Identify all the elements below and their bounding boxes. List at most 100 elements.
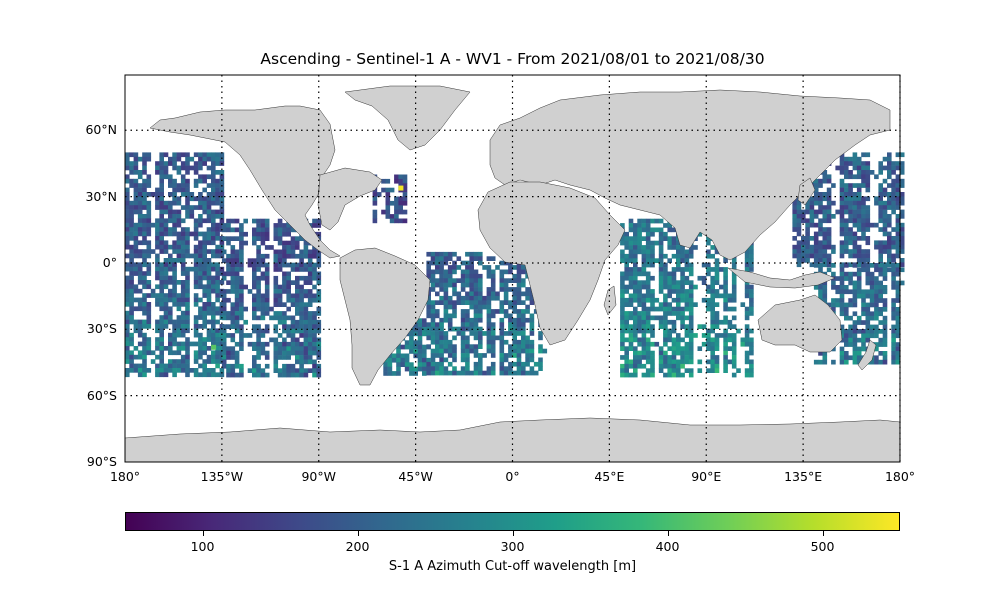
data-cell <box>180 218 186 224</box>
data-cell <box>215 337 220 342</box>
data-cell <box>809 196 815 202</box>
data-cell <box>637 355 642 360</box>
data-cell <box>256 328 261 334</box>
data-cell <box>882 192 888 197</box>
data-cell <box>256 249 261 255</box>
data-cell <box>469 344 474 349</box>
data-cell <box>887 253 892 259</box>
data-cell <box>684 306 690 312</box>
data-cell <box>239 337 244 343</box>
data-cell <box>172 222 177 228</box>
data-cell <box>435 260 440 266</box>
data-cell <box>133 196 139 202</box>
data-cell <box>447 344 453 349</box>
data-cell <box>521 344 526 349</box>
data-cell <box>844 249 849 254</box>
data-cell <box>221 271 227 277</box>
data-cell <box>822 293 828 299</box>
data-cell <box>202 310 207 316</box>
data-cell <box>852 289 858 295</box>
data-cell <box>163 174 169 180</box>
data-cell <box>193 297 199 303</box>
data-cell <box>417 344 423 350</box>
data-cell <box>822 174 828 180</box>
data-cell <box>430 370 436 376</box>
data-cell <box>155 222 160 228</box>
data-cell <box>473 313 479 319</box>
data-cell <box>456 331 462 336</box>
data-cell <box>307 359 313 365</box>
data-cell <box>273 337 279 343</box>
data-cell <box>202 284 207 290</box>
data-cell <box>193 359 199 364</box>
data-cell <box>697 275 703 281</box>
data-cell <box>193 341 199 347</box>
data-cell <box>163 231 169 237</box>
data-cell <box>159 165 164 171</box>
data-cell <box>658 231 664 237</box>
data-cell <box>856 218 862 224</box>
data-cell <box>826 240 832 246</box>
data-cell <box>303 253 309 259</box>
data-cell <box>805 227 810 232</box>
data-cell <box>252 363 257 369</box>
data-cell <box>710 311 715 316</box>
data-cell <box>874 342 879 347</box>
data-cell <box>469 295 474 301</box>
data-cell <box>215 231 220 237</box>
data-cell <box>430 256 436 261</box>
data-cell <box>521 331 526 336</box>
data-cell <box>839 196 845 202</box>
data-cell <box>239 249 244 255</box>
data-cell <box>460 278 466 283</box>
data-cell <box>882 222 888 228</box>
data-cell <box>185 372 190 378</box>
data-cell <box>731 262 737 268</box>
data-cell <box>430 309 436 314</box>
data-cell <box>215 341 220 347</box>
data-cell <box>193 271 199 276</box>
data-cell <box>749 297 754 303</box>
data-cell <box>385 214 391 219</box>
data-cell <box>684 258 690 263</box>
colorbar-label: S-1 A Azimuth Cut-off wavelength [m] <box>388 559 637 574</box>
data-cell <box>221 275 227 281</box>
data-cell <box>426 370 431 376</box>
data-cell <box>163 315 169 320</box>
data-cell <box>882 271 888 277</box>
data-cell <box>856 351 862 356</box>
data-cell <box>744 368 750 373</box>
data-cell <box>129 280 134 285</box>
data-cell <box>878 244 883 250</box>
data-cell <box>516 348 522 354</box>
data-cell <box>221 227 227 233</box>
data-cell <box>645 350 651 356</box>
data-cell <box>650 333 655 338</box>
data-cell <box>831 263 836 268</box>
data-cell <box>155 196 160 202</box>
data-cell <box>168 337 173 342</box>
data-cell <box>645 249 651 255</box>
data-cell <box>654 297 660 303</box>
data-cell <box>512 331 517 336</box>
data-cell <box>185 275 190 281</box>
data-cell <box>680 249 685 255</box>
data-cell <box>430 287 436 292</box>
data-cell <box>529 357 535 363</box>
data-cell <box>887 222 892 228</box>
data-cell <box>133 346 139 351</box>
data-cell <box>226 240 231 246</box>
data-cell <box>252 372 257 378</box>
data-cell <box>277 346 283 351</box>
data-cell <box>899 236 905 241</box>
data-cell <box>316 262 322 268</box>
data-cell <box>620 324 625 329</box>
data-cell <box>671 359 677 365</box>
data-cell <box>133 297 139 303</box>
data-cell <box>706 337 711 343</box>
data-cell <box>710 280 715 285</box>
data-cell <box>252 218 257 224</box>
data-cell <box>486 366 492 371</box>
data-cell <box>193 319 199 325</box>
data-cell <box>219 244 225 250</box>
